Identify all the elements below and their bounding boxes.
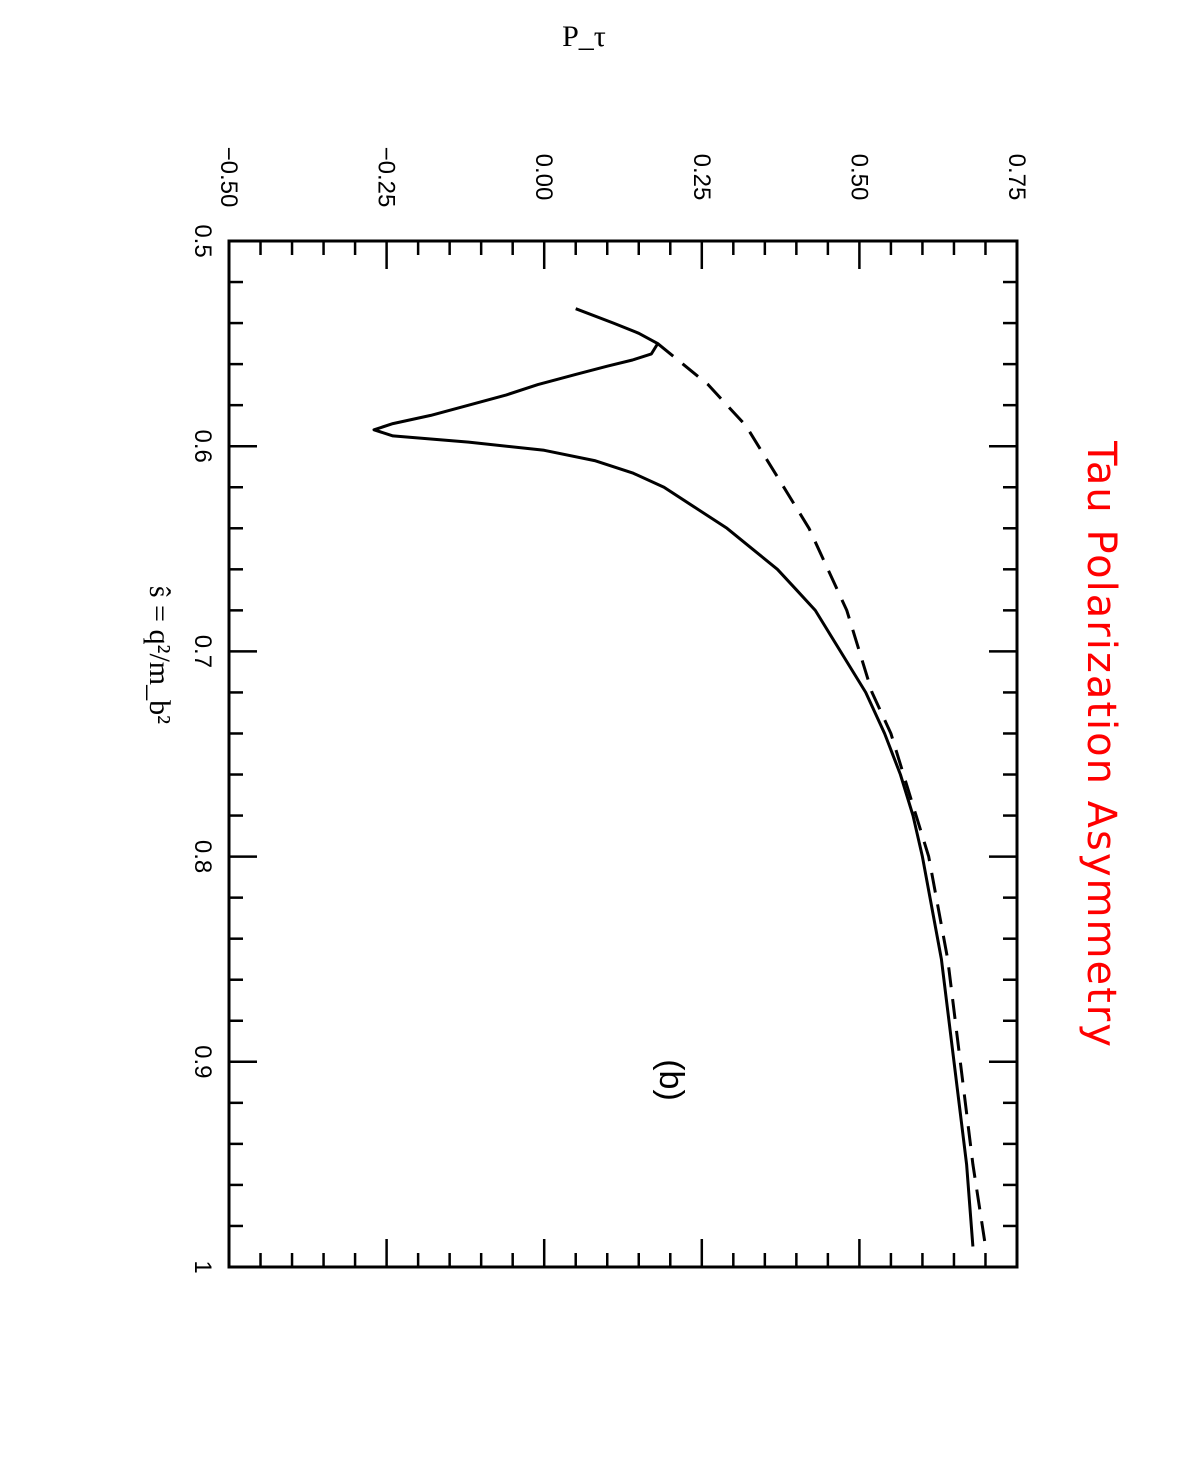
y-tick-label: 0.25 (688, 154, 715, 201)
y-tick-label: 0.00 (530, 154, 557, 201)
x-axis-title: ŝ = q²/m_b² (143, 586, 176, 724)
x-tick-label: 1 (189, 1260, 216, 1273)
x-tick-label: 0.6 (189, 430, 216, 463)
solid-series-line (372, 307, 975, 1247)
chart-handwritten-title: Tau Polarization Asymmetry (1078, 440, 1124, 1049)
dashed-series-line (656, 342, 987, 1247)
axis-tick-labels: 0.5 0.6 0.7 0.8 0.9 1 −0.50 −0.25 0.00 0.25 0.50 0.… (189, 147, 1030, 1274)
x-tick-label: 0.7 (189, 635, 216, 668)
data-curves (372, 307, 987, 1247)
y-tick-label: 0.75 (1003, 154, 1030, 201)
panel-label: (b) (652, 1059, 690, 1101)
y-tick-label: 0.50 (845, 154, 872, 201)
axis-ticks (227, 239, 1019, 1269)
x-tick-label: 0.8 (189, 840, 216, 873)
x-tick-label: 0.9 (189, 1045, 216, 1078)
y-tick-label: −0.50 (215, 147, 242, 208)
y-tick-label: −0.25 (373, 147, 400, 208)
x-tick-label: 0.5 (189, 224, 216, 257)
y-axis-title: P_τ (562, 20, 606, 53)
plot-frame (227, 239, 1019, 1269)
svg-text:P_τ: P_τ (562, 20, 606, 53)
